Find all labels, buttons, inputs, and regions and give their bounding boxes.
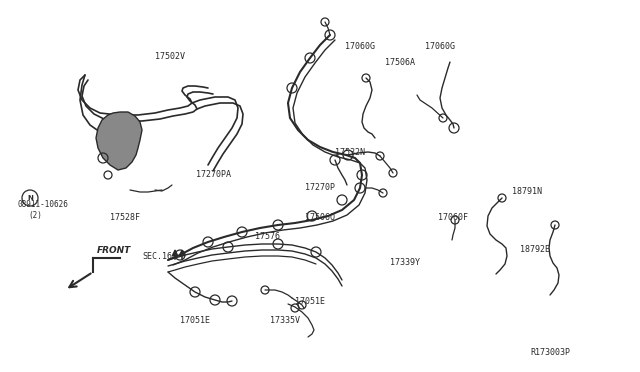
Text: 17060G: 17060G xyxy=(425,42,455,51)
Text: 18791N: 18791N xyxy=(512,187,542,196)
Text: 17339Y: 17339Y xyxy=(390,258,420,267)
Text: 17528F: 17528F xyxy=(110,213,140,222)
Text: 17270PA: 17270PA xyxy=(196,170,231,179)
Text: 17506Q: 17506Q xyxy=(305,213,335,222)
Text: 17060F: 17060F xyxy=(438,213,468,222)
Text: SEC.164: SEC.164 xyxy=(142,252,177,261)
Text: 17060G: 17060G xyxy=(345,42,375,51)
Text: 17270P: 17270P xyxy=(305,183,335,192)
Text: 17506A: 17506A xyxy=(385,58,415,67)
Text: 18792E: 18792E xyxy=(520,245,550,254)
Text: 17051E: 17051E xyxy=(295,297,325,306)
Text: R173003P: R173003P xyxy=(530,348,570,357)
Text: N: N xyxy=(27,195,33,201)
Text: 17335V: 17335V xyxy=(270,316,300,325)
Text: 17051E: 17051E xyxy=(180,316,210,325)
Text: (2): (2) xyxy=(28,211,42,220)
Text: 17576: 17576 xyxy=(255,232,280,241)
Text: FRONT: FRONT xyxy=(97,246,131,255)
Polygon shape xyxy=(96,112,142,170)
Text: 17532N: 17532N xyxy=(335,148,365,157)
Text: 17502V: 17502V xyxy=(155,52,185,61)
Text: 08911-10626: 08911-10626 xyxy=(18,200,69,209)
